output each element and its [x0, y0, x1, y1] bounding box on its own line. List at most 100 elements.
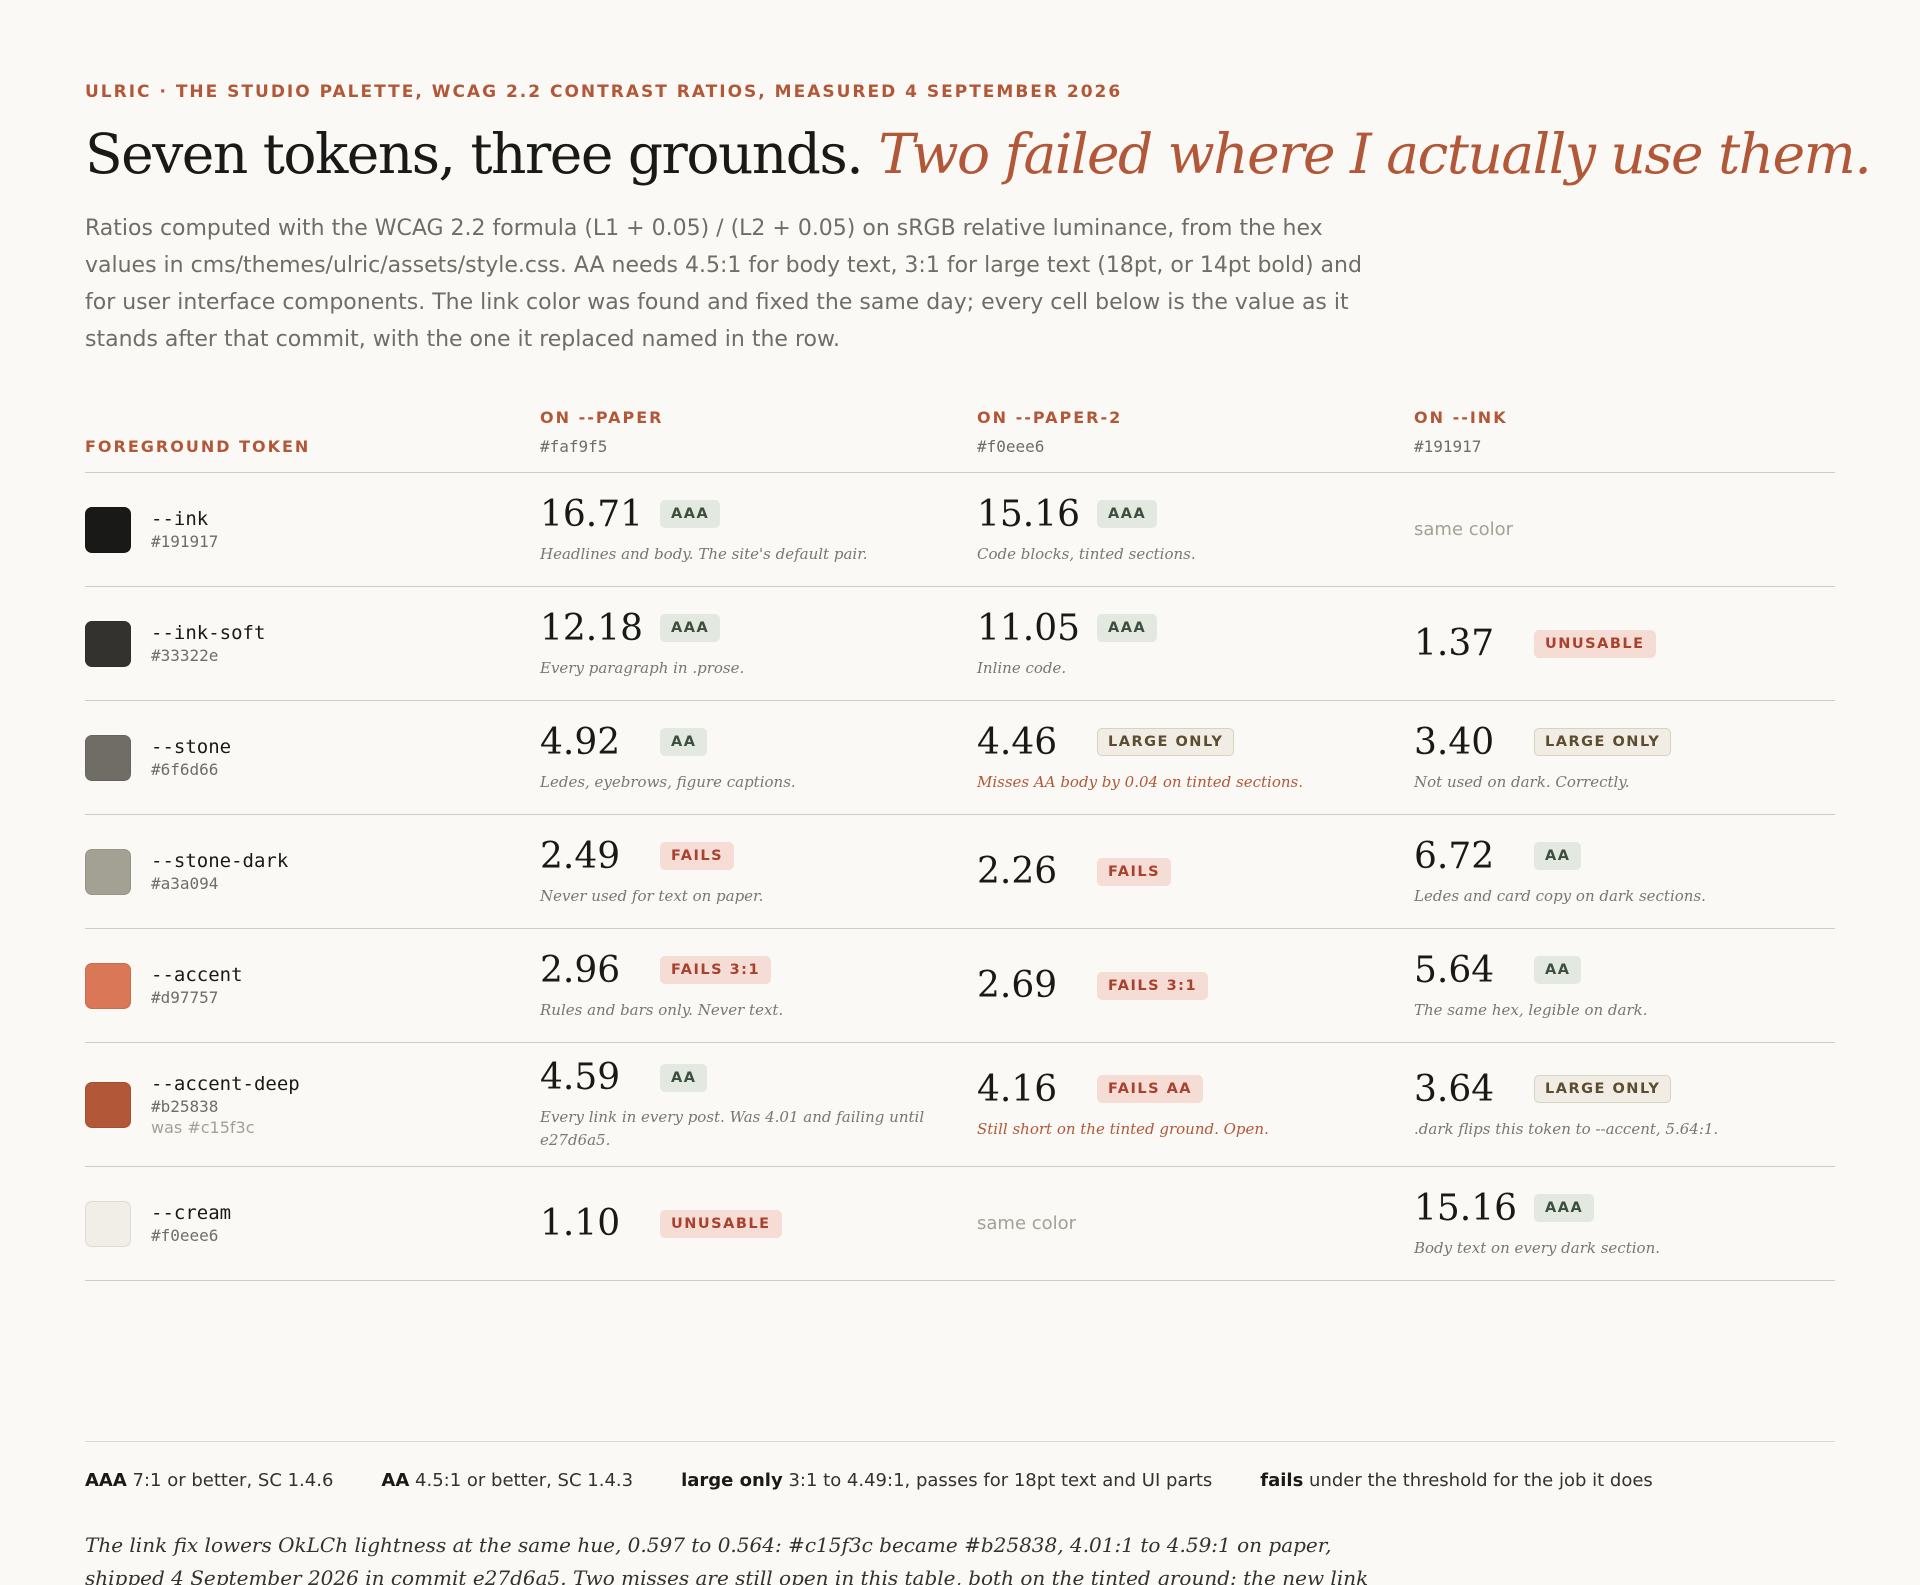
token-name: --accent	[151, 964, 243, 986]
column-hex: #faf9f5	[540, 437, 608, 456]
contrast-table: FOREGROUND TOKEN ON --PAPER #faf9f5 ON --PA…	[85, 408, 1835, 1281]
badge: LARGE ONLY	[1534, 1075, 1672, 1103]
headline-main: Seven tokens, three grounds.	[85, 122, 864, 186]
legend-term: fails	[1260, 1470, 1304, 1491]
lede: Ratios computed with the WCAG 2.2 formul…	[85, 216, 1362, 352]
ratio-line: 4.46 LARGE ONLY	[977, 722, 1414, 763]
badge: AA	[1534, 842, 1582, 870]
token-cell: --stone-dark #a3a094	[85, 848, 540, 895]
token-hex: #33322e	[151, 646, 219, 665]
legend-term: AA	[381, 1470, 410, 1491]
ratio-value: 4.92	[540, 721, 621, 763]
cell-note: Rules and bars only. Never text.	[540, 1000, 784, 1019]
eyebrow: ULRIC · THE STUDIO PALETTE, WCAG 2.2 CON…	[85, 82, 1123, 102]
token-hex: #d97757	[151, 988, 219, 1007]
ratio-line: 4.16 FAILS AA	[977, 1069, 1414, 1110]
badge: AAA	[1097, 614, 1158, 642]
legend-item: large only 3:1 to 4.49:1, passes for 18p…	[681, 1470, 1212, 1491]
token-cell: --accent #d97757	[85, 962, 540, 1009]
ratio-cell: 11.05 AAA Inline code.	[977, 608, 1414, 680]
token-hex: #f0eee6	[151, 1226, 219, 1245]
token-cell: --ink #191917	[85, 506, 540, 553]
token-cell: --ink-soft #33322e	[85, 620, 540, 667]
cell-note: Code blocks, tinted sections.	[977, 544, 1196, 563]
ratio-value: 6.72	[1414, 835, 1495, 877]
swatch	[85, 506, 131, 553]
badge: AA	[1534, 956, 1582, 984]
token-hex: #191917	[151, 532, 219, 551]
ratio-line: 16.71 AAA	[540, 494, 977, 535]
ratio-value: 1.37	[1414, 623, 1495, 664]
ratio-line: 11.05 AAA	[977, 608, 1414, 649]
ratio-cell: 12.18 AAA Every paragraph in .prose.	[540, 608, 977, 680]
ratio-value: 12.18	[540, 607, 644, 649]
table-row: --cream #f0eee6 1.10 UNUSABLE same color 15.1…	[85, 1167, 1835, 1281]
ratio-cell: 5.64 AA The same hex, legible on dark.	[1414, 950, 1835, 1022]
cell-note: Still short on the tinted ground. Open.	[977, 1119, 1269, 1138]
token-info: --ink-soft #33322e	[151, 622, 265, 665]
ratio-cell: 1.37 UNUSABLE	[1414, 623, 1835, 664]
ratio-cell: 4.92 AA Ledes, eyebrows, figure captions.	[540, 722, 977, 794]
ratio-line: 1.10 UNUSABLE	[540, 1203, 977, 1244]
token-name: --stone-dark	[151, 850, 289, 872]
cell-note: Every paragraph in .prose.	[540, 658, 745, 677]
ratio-line: 4.92 AA	[540, 722, 977, 763]
token-hex: #a3a094	[151, 874, 219, 893]
badge: FAILS	[1097, 857, 1172, 886]
ratio-line: 2.26 FAILS	[977, 851, 1414, 892]
table-row: --stone-dark #a3a094 2.49 FAILS Never used f…	[85, 815, 1835, 929]
ratio-value: 1.10	[540, 1203, 621, 1244]
badge: LARGE ONLY	[1097, 728, 1235, 756]
ratio-cell: 2.69 FAILS 3:1	[977, 965, 1414, 1006]
swatch	[85, 848, 131, 895]
legend-item: AA 4.5:1 or better, SC 1.4.3	[381, 1470, 633, 1491]
ratio-cell: 4.16 FAILS AA Still short on the tinted gr…	[977, 1069, 1414, 1141]
token-name: --ink	[151, 508, 209, 530]
ratio-cell: 2.96 FAILS 3:1 Rules and bars only. Never …	[540, 950, 977, 1022]
badge: FAILS 3:1	[660, 956, 772, 984]
column-header: ON --PAPER-2 #f0eee6	[977, 408, 1414, 456]
ratio-value: 3.40	[1414, 721, 1495, 763]
legend: AAA 7:1 or better, SC 1.4.6 AA 4.5:1 or b…	[85, 1441, 1835, 1491]
badge: AAA	[1097, 500, 1158, 528]
table-row: --accent-deep #b25838 was #c15f3c 4.59 AA Eve…	[85, 1043, 1835, 1167]
legend-desc: 7:1 or better, SC 1.4.6	[132, 1470, 334, 1491]
token-info: --accent-deep #b25838 was #c15f3c	[151, 1073, 300, 1137]
badge: FAILS AA	[1097, 1075, 1204, 1103]
ratio-cell: 1.10 UNUSABLE	[540, 1203, 977, 1244]
ratio-value: 16.71	[540, 493, 644, 535]
table-row: --stone #6f6d66 4.92 AA Ledes, eyebrows, fig…	[85, 701, 1835, 815]
ratio-line: 15.16 AAA	[1414, 1188, 1835, 1229]
legend-desc: 3:1 to 4.49:1, passes for 18pt text and …	[788, 1470, 1213, 1491]
token-cell: --accent-deep #b25838 was #c15f3c	[85, 1073, 540, 1137]
legend-desc: under the threshold for the job it does	[1309, 1470, 1653, 1491]
ratio-cell: 16.71 AAA Headlines and body. The site's d…	[540, 494, 977, 566]
swatch	[85, 1200, 131, 1247]
badge: AAA	[1534, 1194, 1595, 1222]
same-color: same color	[1414, 519, 1514, 540]
ratio-value: 15.16	[1414, 1187, 1518, 1229]
column-label: FOREGROUND TOKEN	[85, 437, 311, 456]
ratio-value: 5.64	[1414, 949, 1495, 991]
legend-item: fails under the threshold for the job it…	[1260, 1470, 1653, 1491]
badge: FAILS	[660, 842, 735, 870]
table-row: --ink-soft #33322e 12.18 AAA Every paragraph…	[85, 587, 1835, 701]
column-header: ON --PAPER #faf9f5	[540, 408, 977, 456]
ratio-line: 2.69 FAILS 3:1	[977, 965, 1414, 1006]
ratio-value: 2.69	[977, 965, 1058, 1006]
cell-note: Never used for text on paper.	[540, 886, 764, 905]
legend-desc: 4.5:1 or better, SC 1.4.3	[415, 1470, 634, 1491]
ratio-cell: 2.49 FAILS Never used for text on paper.	[540, 836, 977, 908]
column-label: ON --PAPER	[540, 408, 664, 427]
token-info: --ink #191917	[151, 508, 218, 551]
ratio-line: 12.18 AAA	[540, 608, 977, 649]
token-info: --stone-dark #a3a094	[151, 850, 288, 893]
column-header: ON --INK #191917	[1414, 408, 1835, 456]
ratio-value: 3.64	[1414, 1068, 1495, 1110]
cell-note: Headlines and body. The site's default p…	[540, 544, 868, 563]
swatch	[85, 1081, 131, 1128]
ratio-value: 2.96	[540, 949, 621, 991]
cell-note: Ledes, eyebrows, figure captions.	[540, 772, 796, 791]
